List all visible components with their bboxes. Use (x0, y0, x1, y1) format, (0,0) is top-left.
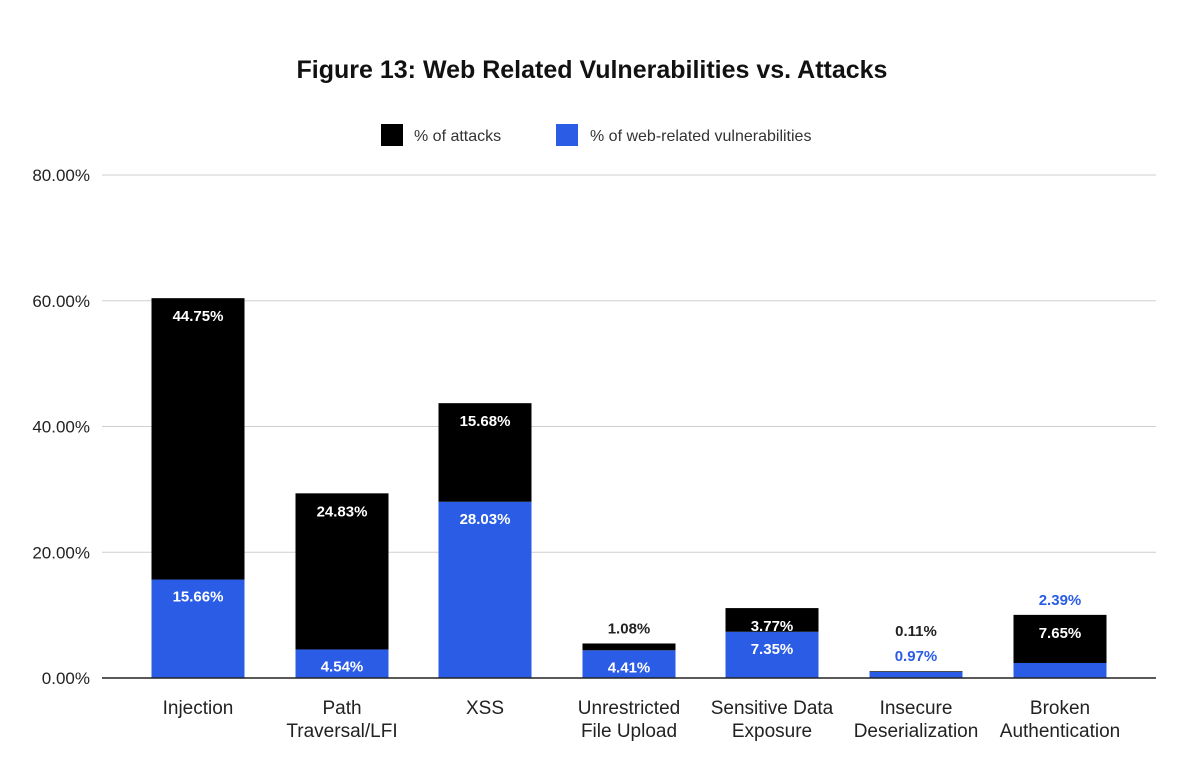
bar-attacks (295, 493, 389, 650)
chart-title: Figure 13: Web Related Vulnerabilities v… (297, 56, 888, 84)
y-tick-label: 0.00% (42, 669, 90, 688)
data-label-attacks: 7.65% (1039, 625, 1082, 642)
legend-swatch (381, 124, 403, 146)
data-label-attacks: 1.08% (608, 620, 651, 637)
legend: % of attacks % of web-related vulnerabili… (381, 124, 811, 146)
bar-attacks (151, 298, 245, 580)
x-tick-label: Path Traversal/LFI (286, 698, 397, 742)
data-label-vulnerabilities: 0.97% (895, 648, 938, 665)
data-label-attacks: 44.75% (173, 308, 224, 325)
bar-attacks (869, 671, 963, 672)
y-tick-label: 80.00% (32, 166, 90, 185)
legend-swatch (556, 124, 578, 146)
bar-vulnerabilities (295, 649, 389, 678)
bar-attacks (582, 643, 676, 651)
x-tick-label: XSS (466, 698, 504, 719)
bar-attacks (438, 403, 532, 502)
x-tick-label: Injection (163, 698, 234, 719)
data-label-vulnerabilities: 15.66% (173, 589, 224, 606)
data-label-vulnerabilities: 7.35% (751, 641, 794, 658)
bars: 44.75% 15.66% 24.83% 4.54% 15.68% 28.03% 4.41%… (151, 298, 1107, 678)
data-label-vulnerabilities: 2.39% (1039, 592, 1082, 609)
data-label-attacks: 3.77% (751, 618, 794, 635)
data-label-vulnerabilities: 4.41% (608, 659, 651, 676)
legend-label: % of web-related vulnerabilities (590, 128, 811, 145)
x-tick-label: Broken Authentication (1000, 698, 1120, 742)
y-tick-label: 20.00% (32, 543, 90, 562)
bar-vulnerabilities (869, 671, 963, 678)
bar-vulnerabilities (151, 579, 245, 678)
bar-attacks (1013, 614, 1107, 663)
y-axis: 0.00% 20.00% 40.00% 60.00% 80.00% (32, 166, 90, 688)
data-label-attacks: 0.11% (895, 623, 937, 640)
bar-vulnerabilities (725, 631, 819, 678)
data-label-attacks: 24.83% (317, 503, 368, 520)
x-tick-label: Insecure Deserialization (854, 698, 979, 742)
data-label-vulnerabilities: 28.03% (460, 511, 511, 528)
gridlines (102, 174, 1156, 553)
bar-vulnerabilities (1013, 662, 1107, 678)
bar-attacks (725, 608, 819, 632)
y-tick-label: 40.00% (32, 418, 90, 437)
x-axis: Injection Path Traversal/LFI XSS Unrestricte… (102, 677, 1156, 742)
x-tick-label: Unrestricted File Upload (578, 698, 680, 742)
bar-vulnerabilities (582, 650, 676, 678)
bar-vulnerabilities (438, 501, 532, 678)
data-label-vulnerabilities: 4.54% (321, 658, 364, 675)
y-tick-label: 60.00% (32, 292, 90, 311)
legend-label: % of attacks (414, 128, 501, 145)
data-label-attacks: 15.68% (460, 413, 511, 430)
x-tick-label: Sensitive Data Exposure (711, 698, 834, 742)
